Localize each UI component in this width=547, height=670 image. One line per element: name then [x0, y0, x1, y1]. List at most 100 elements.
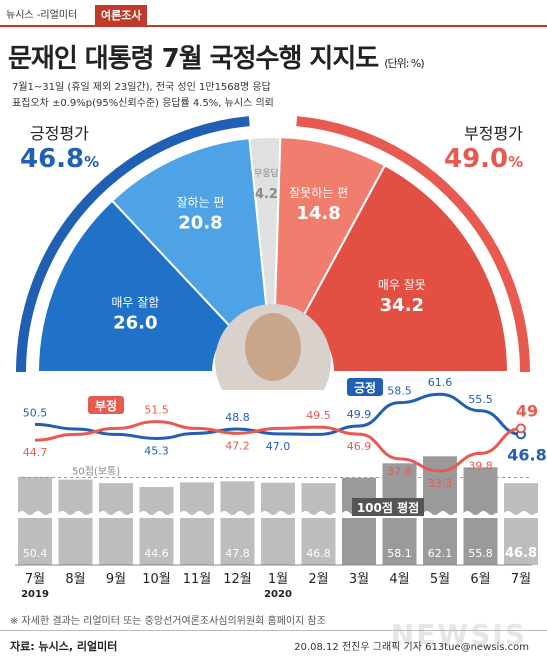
brand-label: 뉴시스 -리얼미터	[6, 10, 78, 21]
series-1-label-9: 37.8	[387, 465, 412, 478]
bar-label-11: 55.8	[468, 547, 493, 560]
bar-3	[139, 486, 174, 565]
donut-value-0: 26.0	[113, 312, 157, 333]
x-tick-0: 7월	[25, 572, 45, 587]
portrait-face	[245, 313, 301, 381]
footer-divider	[0, 630, 547, 631]
x-tick-10: 5월	[430, 572, 450, 587]
watermark: NEWSIS	[390, 618, 527, 651]
series-1-label-12: 49	[516, 401, 538, 420]
positive-pct: %	[84, 153, 100, 171]
bar-2	[99, 483, 133, 565]
positive-number: 46.8	[20, 144, 85, 174]
bar-12	[504, 483, 538, 565]
bar-label-7: 46.8	[306, 547, 331, 560]
donut-label-2: 무응답	[254, 167, 279, 179]
series-0-label-0: 50.5	[23, 406, 48, 419]
series-0-label-6: 47.0	[266, 440, 291, 453]
average-badge	[352, 498, 424, 516]
series-0-label-5: 48.8	[225, 411, 250, 424]
page-title: 문재인 대통령 7월 국정수행 지지도 (단위: %)	[8, 38, 425, 75]
bar-break-0	[18, 511, 52, 518]
donut-value-1: 20.8	[178, 213, 222, 234]
bar-label-10: 62.1	[428, 547, 453, 560]
bar-label-3: 44.6	[144, 547, 169, 560]
x-tick-9: 4월	[389, 572, 409, 587]
series-name-0: 긍정	[354, 380, 376, 395]
series-0-label-11: 55.5	[468, 393, 493, 406]
series-0-label-12: 46.8	[507, 445, 546, 464]
survey-badge: 여론조사	[95, 5, 148, 25]
series-1-label-11: 39.8	[468, 459, 493, 472]
donut-label-0: 매우 잘함	[111, 295, 159, 309]
donut-label-3: 잘못하는 편	[289, 186, 348, 200]
series-0-label-9: 58.5	[387, 385, 412, 398]
bar-break-3	[139, 511, 174, 518]
year-label-6: 2020	[264, 589, 292, 600]
negative-pct: %	[508, 153, 524, 171]
series-1-label-7: 49.5	[306, 409, 331, 422]
bar-8	[342, 477, 376, 565]
series-0-label-10: 61.6	[428, 376, 453, 389]
bar-7	[301, 483, 336, 565]
series-0-label-8: 49.9	[347, 408, 372, 421]
x-tick-3: 10월	[142, 572, 171, 587]
bar-6	[261, 482, 295, 565]
header-divider	[0, 25, 547, 27]
reference-label: 50점(보통)	[72, 466, 120, 478]
bar-0	[18, 476, 52, 565]
series-1-label-0: 44.7	[23, 446, 48, 459]
graphic-credit: 20.08.12 전진우 그래픽 기자 613tue@newsis.com	[294, 642, 529, 653]
donut-value-2: 4.2	[255, 187, 278, 202]
donut-label-4: 매우 잘못	[378, 278, 426, 292]
positive-label: 긍정평가	[30, 124, 89, 143]
bar-1	[58, 479, 93, 565]
donut-label-1: 잘하는 편	[176, 196, 224, 210]
positive-arc	[16, 116, 250, 373]
x-tick-4: 11월	[183, 572, 212, 587]
bar-break-6	[261, 511, 295, 518]
bar-label-12: 46.8	[505, 546, 537, 561]
average-label: 100점 평점	[357, 500, 419, 515]
x-tick-2: 9월	[106, 572, 126, 587]
negative-number: 49.0	[444, 144, 509, 174]
x-tick-8: 3월	[349, 572, 369, 587]
title-text: 문재인 대통령 7월 국정수행 지지도	[8, 44, 379, 74]
series-line-0	[34, 392, 522, 440]
bar-break-12	[504, 511, 538, 518]
donut-value-3: 14.8	[296, 203, 340, 224]
bar-label-9: 58.1	[387, 547, 412, 560]
reference-note: ※ 자세한 결과는 리얼미터 또는 중앙선거여론조사심의위원회 홈페이지 참조	[10, 616, 326, 627]
x-tick-12: 7월	[511, 572, 531, 587]
series-end-point-1	[516, 423, 526, 434]
survey-period: 7월1~31일 (휴일 제외 23일간), 전국 성인 1만1568명 응답	[12, 82, 271, 93]
survey-margin: 표집오차 ±0.9%p(95%신뢰수준) 응답률 4.5%, 뉴시스 의뢰	[12, 98, 274, 109]
unit-label: (단위: %)	[384, 57, 424, 70]
bar-break-5	[220, 511, 255, 518]
positive-value: 46.8%	[20, 144, 99, 174]
x-tick-11: 6월	[470, 572, 490, 587]
negative-arc	[296, 116, 530, 373]
bar-break-1	[58, 511, 93, 518]
series-1-label-10: 33.3	[428, 477, 453, 490]
bar-5	[220, 481, 255, 565]
series-name-1: 부정	[95, 398, 117, 413]
negative-value: 49.0%	[444, 144, 523, 174]
series-1-label-5: 47.2	[225, 439, 250, 452]
bar-label-5: 47.8	[225, 547, 250, 560]
x-tick-7: 2월	[308, 572, 328, 587]
series-badge-0	[347, 378, 383, 396]
bar-break-10	[423, 511, 457, 518]
donut-value-4: 34.2	[380, 295, 424, 316]
trend-chart: 50.4 44.6 47.8 46.8 58.1 62.1 55.8 46.8 50점(보통)…	[15, 376, 547, 600]
x-tick-1: 8월	[65, 572, 85, 587]
bar-break-11	[463, 511, 498, 518]
x-tick-5: 12월	[223, 572, 252, 587]
series-line-1	[34, 420, 522, 473]
bar-label-0: 50.4	[23, 547, 48, 560]
x-tick-6: 1월	[268, 572, 288, 587]
bar-break-4	[180, 511, 214, 518]
series-1-label-3: 51.5	[144, 404, 169, 417]
source-label: 자료: 뉴시스, 리얼미터	[10, 640, 118, 653]
bar-break-7	[301, 511, 336, 518]
